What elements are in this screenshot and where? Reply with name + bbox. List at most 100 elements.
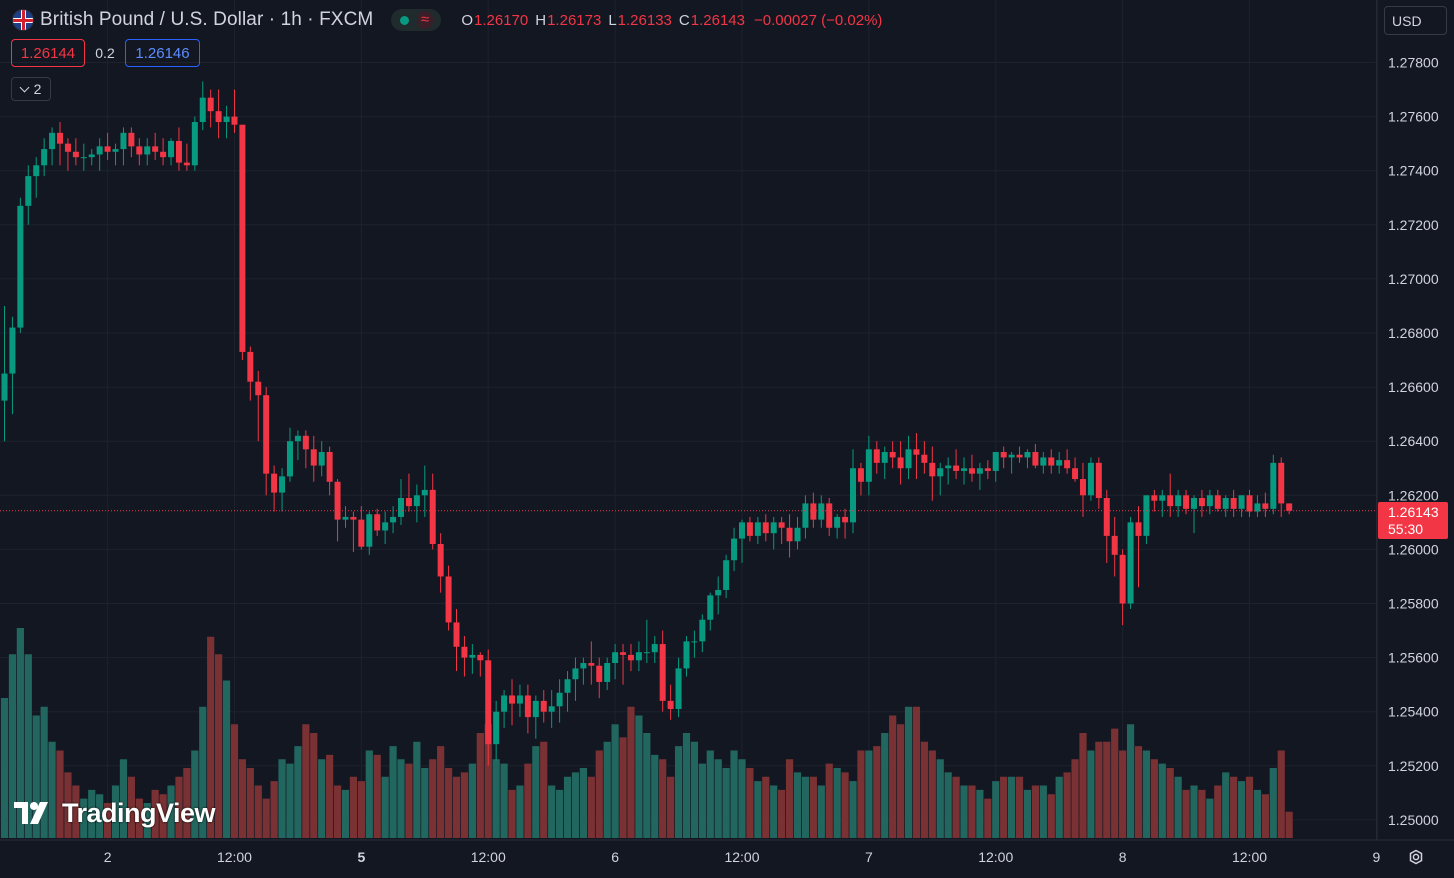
candle-body — [731, 538, 738, 561]
candle-body — [778, 522, 785, 528]
volume-bar — [1206, 798, 1214, 838]
symbol-title[interactable]: British Pound / U.S. Dollar · 1h · FXCM — [40, 9, 374, 30]
market-status[interactable]: ≈ — [391, 9, 442, 31]
price-change: −0.00027 (−0.02%) — [753, 11, 883, 29]
volume-bar — [1031, 785, 1039, 838]
indicators-toggle[interactable]: 2 — [11, 77, 51, 101]
candle-body — [612, 652, 619, 664]
candle-body — [548, 706, 555, 712]
volume-bar — [571, 772, 580, 838]
candle-body — [144, 146, 151, 155]
y-tick-label: 1.26000 — [1388, 541, 1439, 557]
y-tick-label: 1.27600 — [1388, 109, 1439, 125]
volume-bar — [484, 724, 492, 838]
candle-body — [342, 516, 349, 520]
spread-value: 0.2 — [95, 45, 115, 61]
volume-bar — [944, 772, 952, 838]
volume-bar — [1182, 789, 1190, 838]
candle-body — [279, 476, 286, 493]
candle-body — [429, 489, 436, 544]
volume-bar — [349, 776, 358, 838]
candle-body — [937, 468, 944, 477]
currency-button[interactable]: USD — [1384, 6, 1447, 35]
volume-bar — [508, 789, 516, 838]
candle-body — [762, 522, 769, 534]
volume-bar — [405, 763, 413, 838]
candle-body — [294, 435, 301, 442]
candle-body — [1214, 495, 1221, 509]
candle-body — [247, 351, 254, 382]
volume-bar — [793, 772, 802, 838]
candle-body — [128, 132, 135, 147]
candle-body — [183, 162, 190, 166]
candle-body — [524, 695, 531, 718]
candle-body — [572, 668, 579, 680]
volume-bar — [627, 706, 635, 838]
candle-body — [556, 692, 563, 707]
low-label: L — [608, 11, 617, 29]
candle-body — [271, 473, 278, 493]
candle-body — [1, 373, 8, 401]
volume-bar — [1158, 763, 1166, 838]
candle-body — [207, 97, 214, 112]
candle-body — [818, 503, 825, 520]
volume-bar — [56, 750, 64, 838]
candle-body — [580, 663, 587, 669]
candle-body — [469, 654, 476, 658]
volume-bar — [64, 772, 72, 838]
volume-bar — [1269, 768, 1277, 838]
volume-bar — [548, 785, 556, 838]
candle-body — [405, 498, 412, 507]
indicators-count: 2 — [33, 81, 42, 97]
x-tick-label: 9 — [1372, 849, 1380, 865]
volume-bar — [1095, 741, 1103, 838]
candle-body — [1095, 462, 1102, 499]
candle-body — [231, 116, 238, 125]
volume-bar — [1015, 776, 1024, 838]
candle-body — [1040, 457, 1047, 466]
volume-bar — [460, 772, 469, 838]
candle-body — [1016, 454, 1023, 458]
candle-body — [1151, 495, 1158, 501]
candle-body — [588, 663, 595, 666]
volume-bar — [381, 776, 389, 838]
candle-body — [842, 516, 849, 523]
candle-body — [1183, 495, 1190, 509]
ohlc-values: O 1.26170 H 1.26173 L 1.26133 C 1.26143 −0.0… — [461, 12, 882, 29]
sell-button[interactable]: 1.26144 — [11, 39, 85, 67]
x-tick-label: 12:00 — [471, 849, 506, 865]
volume-bar — [1134, 746, 1143, 838]
volume-bar — [762, 776, 770, 838]
candle-body — [485, 660, 492, 745]
volume-bar — [1253, 789, 1262, 838]
candle-body — [1167, 495, 1174, 507]
chart-settings-gear-icon[interactable] — [1404, 845, 1428, 869]
candle-body — [810, 503, 817, 520]
volume-bar — [992, 781, 1000, 838]
candle-body — [374, 514, 381, 531]
volume-bar — [444, 768, 453, 838]
volume-bar — [1237, 781, 1246, 838]
candle-body — [318, 452, 325, 466]
candle-body — [445, 576, 452, 623]
candle-body — [1191, 498, 1197, 509]
volume-bar — [1000, 776, 1008, 838]
candle-body — [1087, 462, 1094, 496]
candle-body — [175, 140, 182, 163]
buy-button[interactable]: 1.26146 — [125, 39, 200, 67]
candle-body — [635, 652, 642, 661]
open-label: O — [461, 11, 474, 29]
volume-bar — [1198, 789, 1206, 838]
high-label: H — [535, 11, 547, 29]
candle-body — [953, 465, 960, 471]
volume-bar — [809, 776, 817, 838]
candle-body — [1206, 495, 1213, 507]
volume-bar — [207, 636, 215, 838]
volume-bar — [912, 706, 921, 838]
candle-body — [961, 468, 968, 471]
x-tick-label: 12:00 — [978, 849, 1013, 865]
volume-bar — [873, 746, 881, 838]
x-tick-label: 12:00 — [1232, 849, 1267, 865]
volume-bar — [801, 776, 810, 838]
